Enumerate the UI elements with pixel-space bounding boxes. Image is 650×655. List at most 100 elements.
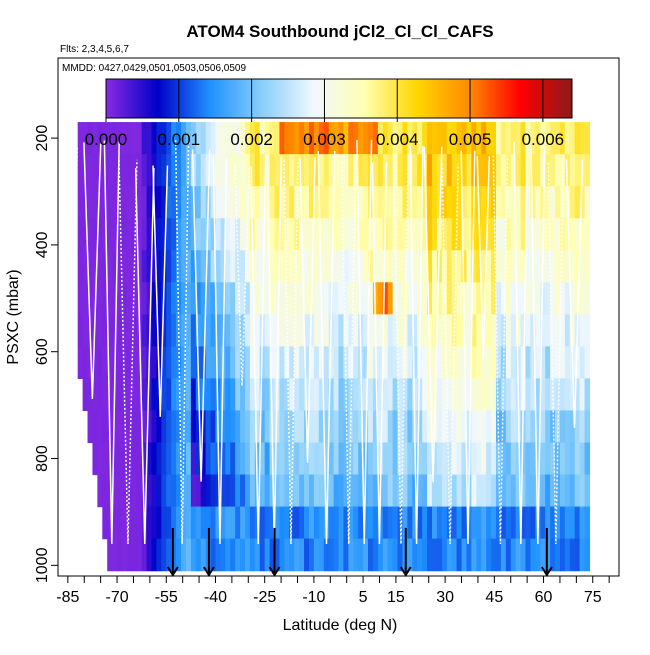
heatmap-cell bbox=[161, 378, 167, 412]
heatmap-cell bbox=[525, 282, 532, 315]
heatmap-cell bbox=[107, 506, 113, 540]
heatmap-cell bbox=[328, 250, 335, 283]
heatmap-cell bbox=[210, 346, 217, 380]
heatmap-cell bbox=[171, 506, 177, 540]
heatmap-cell bbox=[579, 378, 586, 412]
heatmap-cell bbox=[525, 346, 532, 380]
heatmap-cell bbox=[146, 218, 153, 251]
colorbar-tick-label: 0.001 bbox=[158, 130, 201, 149]
heatmap-cell bbox=[82, 250, 89, 283]
heatmap-cell bbox=[436, 314, 443, 347]
heatmap-cell bbox=[392, 314, 399, 347]
heatmap-cell bbox=[102, 474, 108, 508]
heatmap-cell bbox=[495, 122, 502, 155]
x-tick-label: 15 bbox=[387, 589, 405, 606]
heatmap-cell bbox=[569, 410, 576, 444]
profile-markers bbox=[166, 527, 553, 577]
heatmap-cell bbox=[407, 250, 413, 283]
heatmap-cell bbox=[338, 314, 345, 347]
heatmap-cell bbox=[117, 154, 123, 187]
heatmap-cell bbox=[412, 218, 418, 251]
heatmap-cell bbox=[535, 410, 541, 444]
heatmap-cell bbox=[254, 314, 261, 347]
heatmap-cell bbox=[259, 186, 266, 219]
heatmap-cell bbox=[574, 282, 581, 315]
heatmap-cell bbox=[156, 442, 162, 476]
heatmap-cell bbox=[200, 506, 207, 540]
heatmap-cell bbox=[107, 282, 113, 315]
heatmap-cell bbox=[402, 314, 408, 347]
flight-profile-line bbox=[530, 147, 546, 544]
heatmap-cell bbox=[82, 378, 89, 412]
heatmap-cell bbox=[555, 186, 561, 219]
heatmap-cell bbox=[387, 378, 394, 412]
heatmap-cell bbox=[540, 506, 546, 540]
heatmap-cell bbox=[545, 346, 551, 380]
heatmap-cell bbox=[195, 314, 202, 347]
heatmap-cell bbox=[304, 378, 310, 412]
heatmap-cell bbox=[353, 186, 359, 219]
heatmap-cell bbox=[166, 186, 172, 219]
heatmap-cell bbox=[377, 538, 384, 572]
heatmap-cell bbox=[579, 218, 586, 251]
heatmap-cell bbox=[432, 506, 438, 540]
heatmap-cell bbox=[559, 250, 566, 283]
heatmap-cell bbox=[259, 506, 266, 540]
heatmap-cell bbox=[249, 186, 256, 219]
heatmap-cell bbox=[387, 346, 394, 380]
heatmap-cell bbox=[564, 378, 571, 412]
heatmap-cell bbox=[225, 378, 231, 412]
heatmap-cell bbox=[284, 122, 290, 155]
heatmap-cell bbox=[466, 346, 472, 380]
heatmap-cell bbox=[323, 346, 330, 380]
heatmap-cell bbox=[117, 186, 123, 219]
heatmap-cell bbox=[491, 154, 497, 187]
heatmap-cell bbox=[318, 154, 325, 187]
heatmap-cell bbox=[269, 506, 276, 540]
heatmap-cell bbox=[358, 474, 364, 508]
heatmap-cell bbox=[200, 250, 207, 283]
heatmap-cell bbox=[363, 538, 369, 572]
heatmap-cell bbox=[535, 154, 541, 187]
heatmap-cell bbox=[195, 186, 202, 219]
heatmap-cell bbox=[363, 250, 369, 283]
heatmap-cell bbox=[520, 538, 527, 572]
heatmap-cell bbox=[126, 218, 133, 251]
heatmap-cell bbox=[240, 474, 246, 508]
heatmap-cell bbox=[564, 154, 571, 187]
heatmap-cell bbox=[171, 346, 177, 380]
heatmap-cell bbox=[427, 250, 433, 283]
heatmap-cell bbox=[254, 346, 261, 380]
heatmap-cell bbox=[240, 378, 246, 412]
heatmap-cell bbox=[550, 250, 556, 283]
heatmap-cell bbox=[461, 218, 468, 251]
heatmap-cell bbox=[368, 346, 374, 380]
heatmap-cell bbox=[220, 410, 226, 444]
heatmap-cell bbox=[333, 346, 340, 380]
heatmap-cell bbox=[121, 250, 128, 283]
heatmap-cell bbox=[205, 122, 212, 155]
heatmap-cell bbox=[476, 282, 482, 315]
heatmap-cell bbox=[392, 538, 399, 572]
flight-profile-line bbox=[299, 157, 316, 463]
heatmap-cell bbox=[299, 282, 305, 315]
heatmap-cell bbox=[269, 314, 276, 347]
heatmap-cell bbox=[432, 250, 438, 283]
heatmap-cell bbox=[97, 122, 103, 155]
heatmap-cell bbox=[579, 442, 586, 476]
heatmap-cell bbox=[446, 122, 453, 155]
heatmap-cell bbox=[141, 410, 148, 444]
heatmap-cell bbox=[540, 378, 546, 412]
heatmap-cell bbox=[505, 538, 512, 572]
heatmap-cell bbox=[235, 186, 241, 219]
heatmap-cell bbox=[323, 474, 330, 508]
heatmap-cell bbox=[259, 474, 266, 508]
heatmap-cell bbox=[569, 186, 576, 219]
heatmap-cell bbox=[579, 474, 586, 508]
heatmap-cell bbox=[510, 186, 517, 219]
heatmap-cell bbox=[245, 346, 251, 380]
heatmap-cell bbox=[205, 474, 212, 508]
heatmap-cell bbox=[245, 154, 251, 187]
heatmap-cell bbox=[92, 250, 98, 283]
heatmap-cell bbox=[471, 218, 477, 251]
